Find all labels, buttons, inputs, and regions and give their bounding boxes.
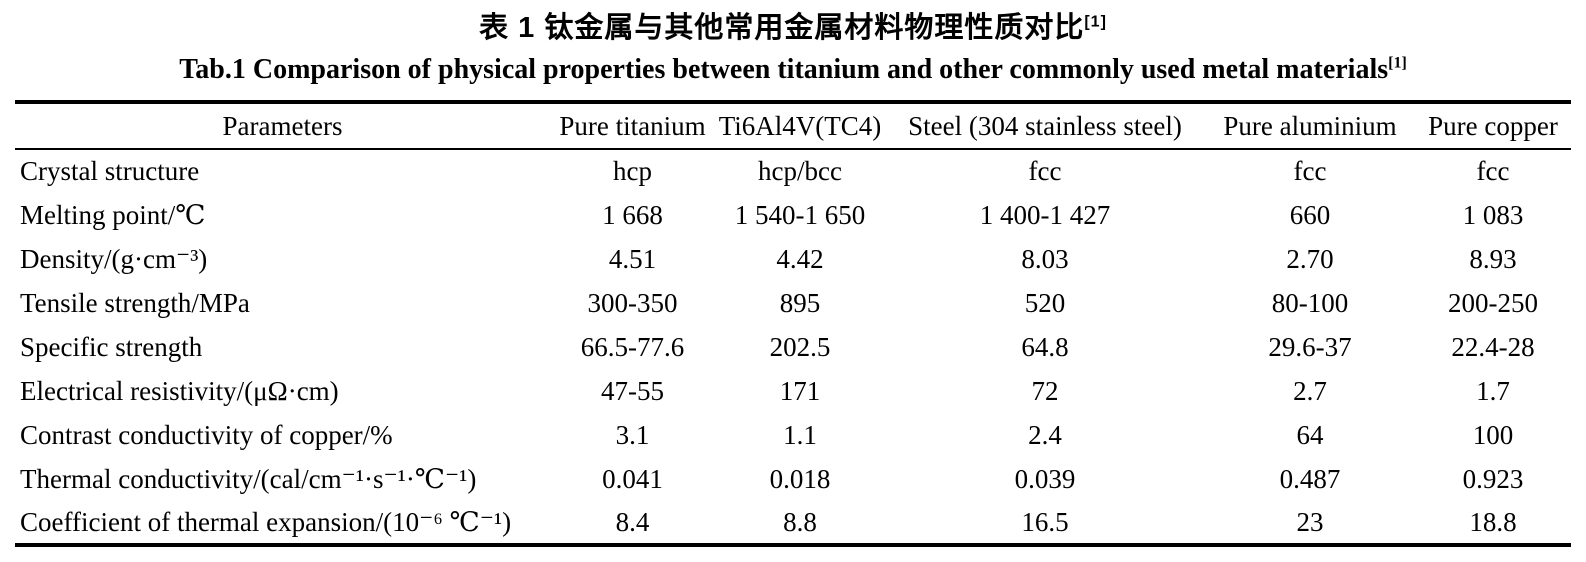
cell-value: hcp xyxy=(613,156,652,186)
column-header: Pure aluminium xyxy=(1205,102,1415,150)
cell-value: 1.1 xyxy=(783,419,817,450)
cell-value: 80-100 xyxy=(1271,287,1349,318)
cell-value: 16.5 xyxy=(1021,506,1069,537)
table-row: Specific strength 66.5-77.6 202.5 64.8 29.6-… xyxy=(15,325,1571,369)
cell-value: fcc xyxy=(1028,156,1062,186)
table-row: Electrical resistivity/(μΩ·cm) 47-55 171 72… xyxy=(15,369,1571,413)
cell-value: 2.4 xyxy=(1028,419,1062,450)
cell-value: 200-250 xyxy=(1448,287,1538,318)
table-container: Parameters Pure titanium Ti6Al4V(TC4) Steel… xyxy=(15,100,1571,547)
table-header: Parameters Pure titanium Ti6Al4V(TC4) Steel… xyxy=(15,102,1571,150)
table-row: Melting point/℃ 1 668 1 540-1 650 1 400-1 4… xyxy=(15,193,1571,237)
cell-value: 1 083 xyxy=(1462,199,1524,230)
page-title-en: Tab.1 Comparison of physical properties … xyxy=(0,52,1586,88)
cell-value: 0.039 xyxy=(1014,463,1076,494)
row-label: Tensile strength/MPa xyxy=(20,287,250,318)
table-row: Contrast conductivity of copper/% 3.1 1.1 2… xyxy=(15,413,1571,457)
cell-value: fcc xyxy=(1293,156,1327,186)
cell-value: 300-350 xyxy=(587,287,678,318)
cell-value: 8.4 xyxy=(615,506,650,537)
cell-value: hcp/bcc xyxy=(758,156,842,186)
cell-value: 72 xyxy=(1031,375,1059,406)
cell-value: 1 668 xyxy=(602,199,663,230)
column-header: Pure titanium xyxy=(550,102,715,150)
cell-value: 66.5-77.6 xyxy=(580,331,685,362)
cell-value: 22.4-28 xyxy=(1451,331,1535,362)
row-label: Electrical resistivity/(μΩ·cm) xyxy=(20,375,339,406)
row-label: Specific strength xyxy=(20,331,203,362)
cell-value: 202.5 xyxy=(769,331,831,362)
cell-value: 0.487 xyxy=(1279,463,1341,494)
cell-value: 4.51 xyxy=(608,243,657,274)
title-en-reference: [1] xyxy=(1388,54,1407,72)
column-header: Parameters xyxy=(15,102,550,150)
page-title-zh: 表 1 钛金属与其他常用金属材料物理性质对比[1] xyxy=(0,8,1586,48)
cell-value: 3.1 xyxy=(615,419,650,450)
table-row: Tensile strength/MPa 300-350 895 520 80-100 2… xyxy=(15,281,1571,325)
row-label: Crystal structure xyxy=(20,156,200,186)
cell-value: 8.93 xyxy=(1469,243,1517,274)
table-row: Thermal conductivity/(cal/cm⁻¹·s⁻¹·℃⁻¹) 0… xyxy=(15,457,1571,501)
cell-value: 0.041 xyxy=(602,463,663,494)
cell-value: 18.8 xyxy=(1469,506,1517,537)
row-label: Density/(g·cm⁻³) xyxy=(20,243,208,274)
cell-value: 520 xyxy=(1024,287,1066,318)
table-row: Density/(g·cm⁻³) 4.51 4.42 8.03 2.70 8.93 xyxy=(15,237,1571,281)
header-row: Parameters Pure titanium Ti6Al4V(TC4) Steel… xyxy=(15,102,1571,150)
cell-value: 8.8 xyxy=(783,506,817,537)
column-header: Ti6Al4V(TC4) xyxy=(715,102,885,150)
table-row: Coefficient of thermal expansion/(10⁻⁶ ℃… xyxy=(15,501,1571,545)
row-label: Melting point/℃ xyxy=(20,199,206,230)
cell-value: 2.7 xyxy=(1293,375,1327,406)
cell-value: 64.8 xyxy=(1021,331,1069,362)
title-en-text: Tab.1 Comparison of physical properties … xyxy=(179,54,1389,85)
table-row: Crystal structure hcp hcp/bcc fcc fcc fcc xyxy=(15,149,1571,193)
cell-value: 23 xyxy=(1296,506,1324,537)
cell-value: 1.7 xyxy=(1476,375,1510,406)
cell-value: 29.6-37 xyxy=(1268,331,1352,362)
cell-value: 171 xyxy=(779,375,821,406)
cell-value: 1 540-1 650 xyxy=(734,199,866,230)
title-zh-text: 表 1 钛金属与其他常用金属材料物理性质对比 xyxy=(479,12,1085,44)
column-header: Steel (304 stainless steel) xyxy=(885,102,1205,150)
column-header: Pure copper xyxy=(1415,102,1571,150)
cell-value: 660 xyxy=(1289,199,1331,230)
cell-value: 2.70 xyxy=(1286,243,1334,274)
cell-value: 8.03 xyxy=(1021,243,1069,274)
row-label: Thermal conductivity/(cal/cm⁻¹·s⁻¹·℃⁻¹) xyxy=(20,463,477,494)
table-body: Crystal structure hcp hcp/bcc fcc fcc fcc Melt… xyxy=(15,149,1571,545)
properties-table: Parameters Pure titanium Ti6Al4V(TC4) Steel… xyxy=(15,100,1571,547)
cell-value: 0.018 xyxy=(769,463,831,494)
title-zh-reference: [1] xyxy=(1084,13,1107,31)
table-caption-block: 表 1 钛金属与其他常用金属材料物理性质对比[1] Tab.1 Comparis… xyxy=(0,0,1586,88)
cell-value: 100 xyxy=(1472,419,1514,450)
row-label: Coefficient of thermal expansion/(10⁻⁶ ℃… xyxy=(20,506,512,537)
cell-value: 895 xyxy=(779,287,821,318)
cell-value: 64 xyxy=(1296,419,1324,450)
cell-value: 1 400-1 427 xyxy=(979,199,1111,230)
cell-value: fcc xyxy=(1476,156,1510,186)
cell-value: 0.923 xyxy=(1462,463,1524,494)
cell-value: 4.42 xyxy=(776,243,824,274)
row-label: Contrast conductivity of copper/% xyxy=(20,419,393,450)
cell-value: 47-55 xyxy=(601,375,664,406)
